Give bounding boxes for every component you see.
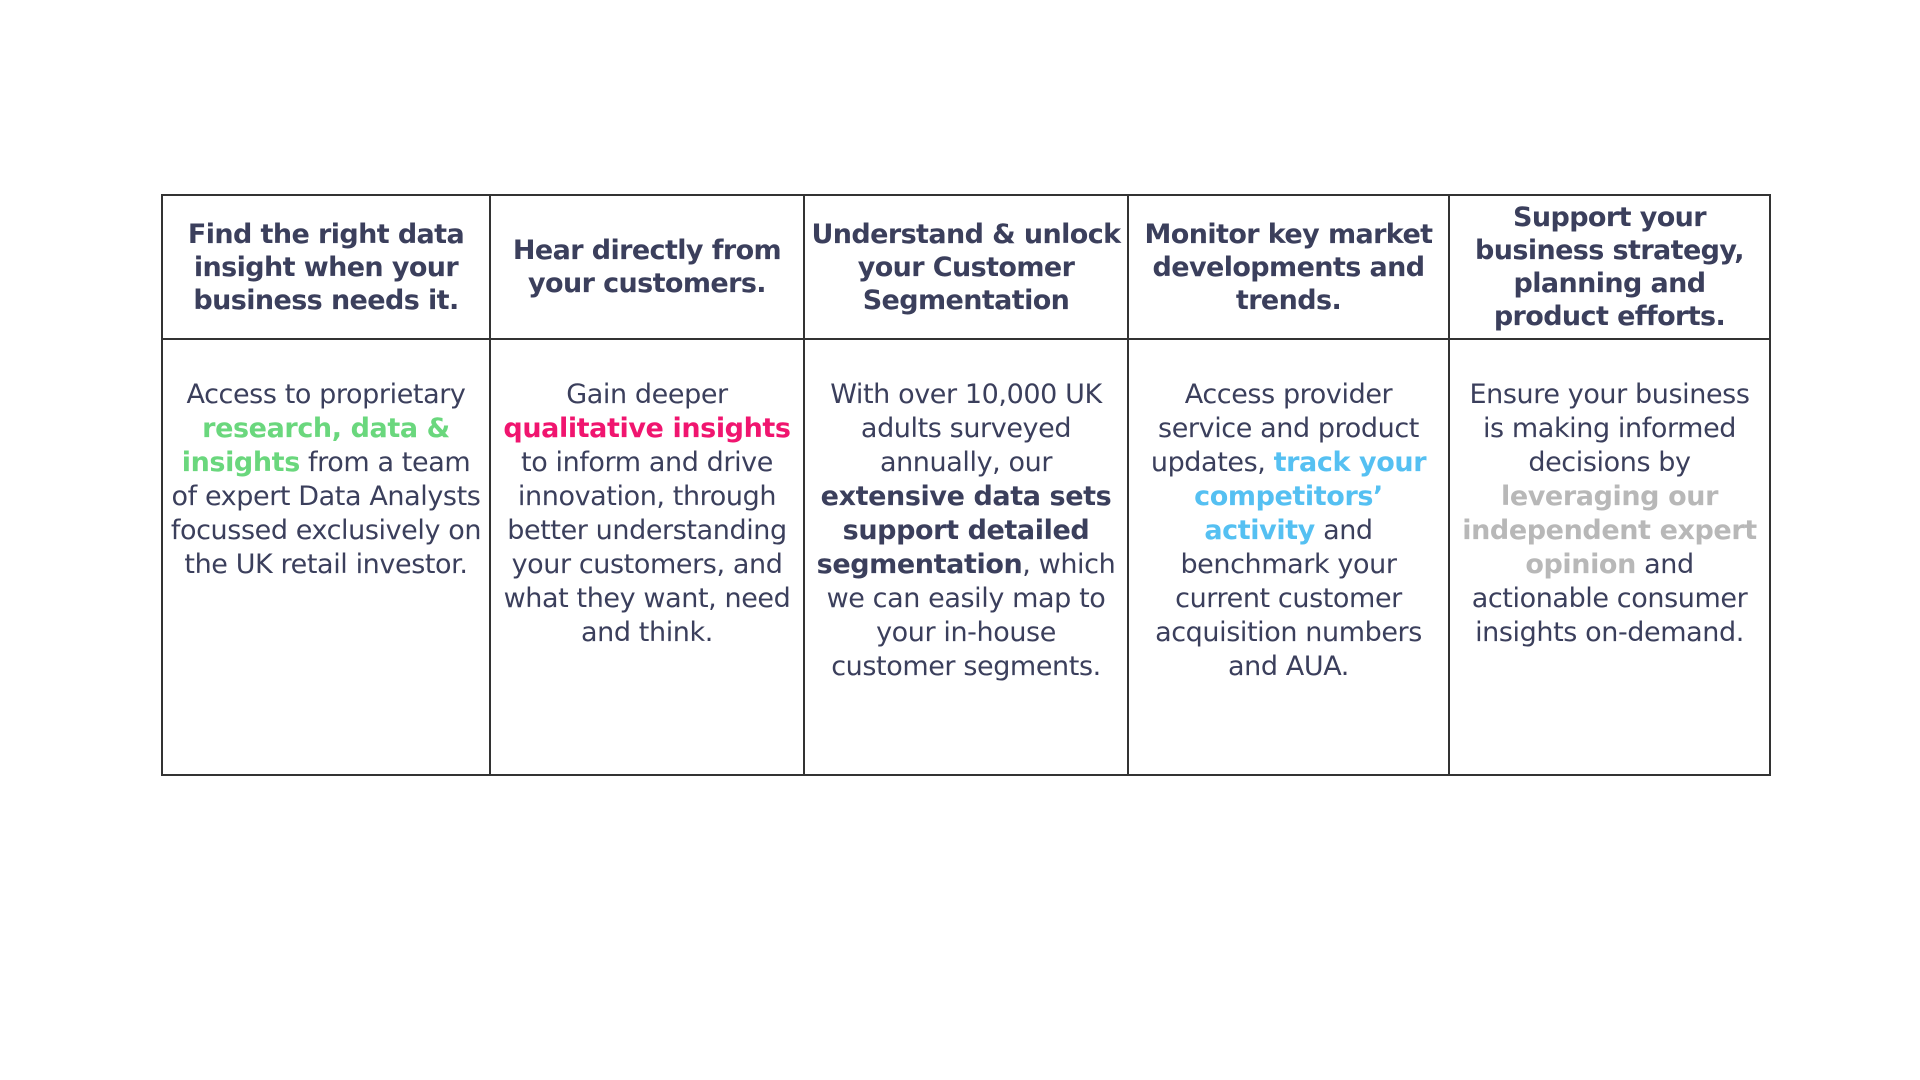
column-heading-find-data: Find the right data insight when your bu… [161,194,491,340]
highlight-pink: qualitative insights [503,413,791,444]
highlight-blue: track your competitors’ activity [1194,447,1427,546]
column-body-monitor-market: Access provider service and product upda… [1127,338,1450,776]
body-text: Gain deeper [566,379,728,410]
body-text: Access provider service and product upda… [1150,379,1420,478]
body-text: to inform and drive innovation, through … [503,447,791,648]
benefits-table: Find the right data insight when your bu… [161,194,1771,776]
column-body-find-data: Access to proprietary research, data & i… [161,338,491,776]
body-text: , which we can easily map to your in-hou… [826,549,1116,682]
body-text: Ensure your business is making informed … [1469,379,1750,478]
column-heading-hear-customers: Hear directly from your customers. [489,194,805,340]
body-text: Access to proprietary [186,379,466,410]
column-heading-support-strategy: Support your business strategy, planning… [1448,194,1771,340]
highlight-green: research, data & insights [181,413,450,478]
table-body-row: Access to proprietary research, data & i… [161,338,1771,776]
table-header-row: Find the right data insight when your bu… [161,194,1771,340]
body-text: With over 10,000 UK adults surveyed annu… [830,379,1102,478]
highlight-grey: leveraging our independent expert opinio… [1462,481,1757,580]
body-text: and actionable consumer insights on-dema… [1471,549,1748,648]
column-heading-segmentation: Understand & unlock your Customer Segmen… [803,194,1129,340]
column-body-support-strategy: Ensure your business is making informed … [1448,338,1771,776]
body-text: and benchmark your current customer acqu… [1155,515,1422,682]
column-body-segmentation: With over 10,000 UK adults surveyed annu… [803,338,1129,776]
body-text: from a team of expert Data Analysts focu… [170,447,482,580]
highlight-dark: extensive data sets support detailed seg… [816,481,1112,580]
column-body-hear-customers: Gain deeper qualitative insights to info… [489,338,805,776]
column-heading-monitor-market: Monitor key market developments and tren… [1127,194,1450,340]
